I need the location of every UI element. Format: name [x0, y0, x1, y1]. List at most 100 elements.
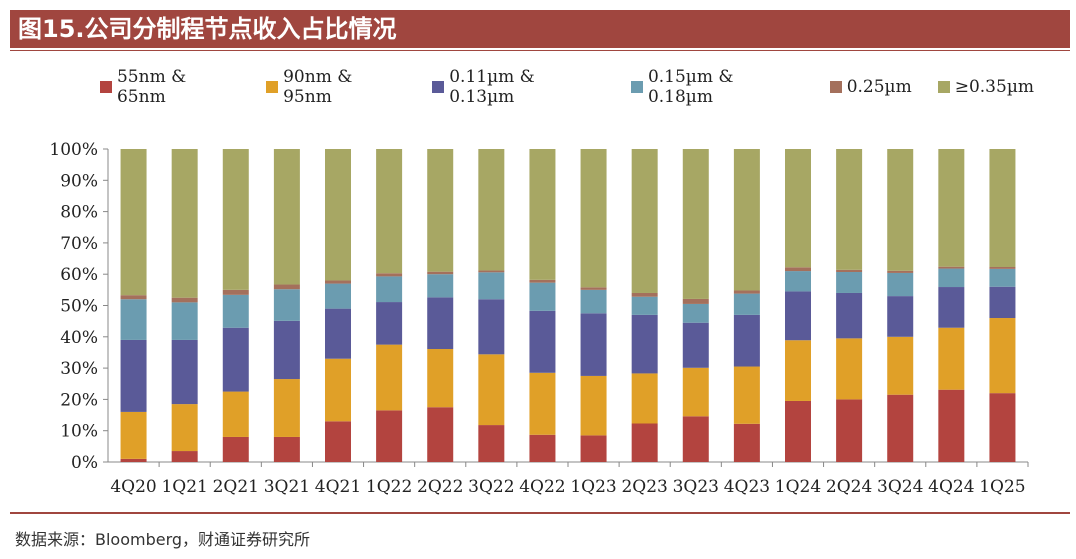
x-tick-label: 3Q22	[468, 477, 514, 497]
bar-segment	[376, 344, 403, 411]
bar-segment	[171, 404, 198, 452]
bar-segment	[682, 298, 709, 304]
legend-swatch	[829, 81, 842, 93]
footer-divider	[10, 512, 1070, 514]
bar-segment	[120, 299, 147, 340]
bar-segment	[120, 411, 147, 459]
bar-segment	[427, 407, 454, 462]
chart-legend: 55nm & 65nm 90nm & 95nm 0.11µm & 0.13µm 0.1…	[100, 67, 1060, 107]
legend-item: 90nm & 95nm	[266, 67, 406, 107]
bar-segment	[836, 338, 863, 400]
legend-label: 0.11µm & 0.13µm	[449, 67, 535, 107]
bar-segment	[682, 149, 709, 299]
bar-segment	[376, 276, 403, 303]
bar-segment	[836, 149, 863, 270]
bar-segment	[171, 297, 198, 303]
x-tick-label: 4Q24	[928, 477, 974, 497]
x-tick-label: 2Q23	[621, 477, 667, 497]
bar-segment	[376, 149, 403, 274]
chart-title: 图15.公司分制程节点收入占比情况	[10, 10, 1070, 48]
bar-segment	[325, 308, 351, 359]
legend-swatch	[630, 81, 643, 93]
bar-segment	[171, 339, 198, 405]
bar-segment	[887, 336, 914, 395]
x-tick-label: 1Q25	[979, 477, 1025, 497]
bar-segment	[631, 423, 658, 462]
bar-segment	[325, 421, 351, 462]
bar-segment	[887, 272, 914, 297]
bar-segment	[376, 410, 403, 462]
bar-segment	[785, 340, 811, 401]
x-tick-label: 3Q23	[673, 477, 719, 497]
y-tick-label: 20%	[60, 390, 98, 410]
y-tick-label: 40%	[60, 328, 98, 348]
bar-segment	[989, 393, 1016, 462]
bar-segment	[120, 295, 147, 300]
y-tick-label: 100%	[49, 140, 98, 160]
bar-segment	[222, 327, 249, 392]
bar-segment	[733, 314, 760, 367]
x-tick-label: 3Q21	[264, 477, 310, 497]
legend-item: 55nm & 65nm	[100, 67, 240, 107]
bar-segment	[376, 273, 403, 277]
bar-segment	[222, 391, 249, 437]
legend-swatch	[937, 81, 950, 93]
bar-segment	[580, 435, 607, 462]
bar-segment	[427, 271, 454, 275]
y-tick-label: 70%	[60, 234, 98, 254]
bar-segment	[989, 267, 1016, 269]
bar-segment	[273, 436, 300, 462]
bar-segment	[325, 149, 351, 281]
bar-segment	[171, 451, 198, 462]
x-tick-label: 2Q24	[826, 477, 872, 497]
bar-segment	[887, 296, 914, 337]
bar-segment	[427, 149, 454, 272]
bar-segment	[631, 149, 658, 293]
bar-segment	[171, 302, 198, 340]
bar-segment	[120, 339, 147, 412]
bar-segment	[580, 313, 607, 376]
bar-segment	[989, 318, 1016, 394]
bar-segment	[938, 287, 965, 328]
y-tick-label: 50%	[60, 297, 98, 317]
legend-item: 0.25µm	[829, 77, 912, 97]
bar-segment	[376, 302, 403, 345]
bar-segment	[273, 320, 300, 380]
bar-segment	[938, 327, 965, 390]
x-tick-label: 2Q22	[417, 477, 463, 497]
y-tick-label: 60%	[60, 265, 98, 285]
bar-segment	[938, 389, 965, 462]
bar-segment	[120, 458, 147, 462]
bar-segment	[836, 292, 863, 339]
bar-segment	[580, 149, 607, 288]
bar-segment	[478, 299, 505, 355]
x-tick-label: 2Q21	[213, 477, 259, 497]
bar-segment	[171, 149, 198, 298]
bar-segment	[938, 266, 965, 269]
bar-segment	[478, 149, 505, 271]
bar-segment	[682, 416, 709, 462]
bar-segment	[273, 284, 300, 290]
bar-segment	[529, 282, 556, 311]
bar-segment	[785, 271, 811, 292]
bar-segment	[325, 283, 351, 309]
bar-segment	[478, 270, 505, 273]
bar-segment	[529, 372, 556, 435]
bar-segment	[631, 292, 658, 297]
bar-segment	[478, 272, 505, 300]
legend-label: ≥0.35µm	[954, 77, 1034, 97]
bar-segment	[785, 149, 811, 268]
bar-segment	[222, 436, 249, 462]
bar-segment	[887, 149, 914, 271]
bar-segment	[529, 279, 556, 283]
bar-segment	[325, 280, 351, 284]
bar-segment	[529, 310, 556, 373]
y-tick-label: 90%	[60, 171, 98, 191]
bar-segment	[682, 322, 709, 368]
bar-segment	[222, 294, 249, 328]
bar-segment	[989, 268, 1016, 287]
legend-item: 0.15µm & 0.18µm	[630, 67, 804, 107]
legend-swatch	[432, 81, 445, 93]
bar-segment	[273, 289, 300, 321]
